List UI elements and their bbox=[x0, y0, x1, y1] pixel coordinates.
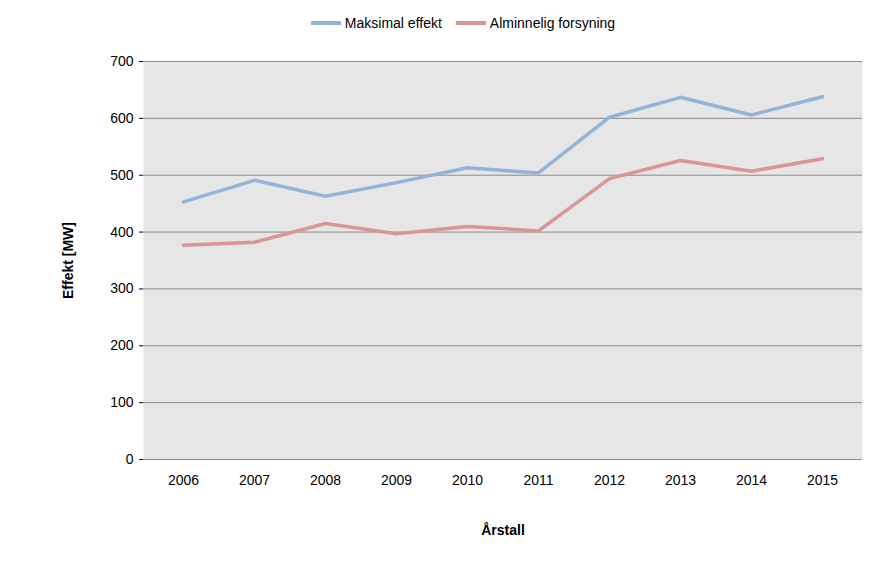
svg-text:2013: 2013 bbox=[665, 472, 696, 488]
svg-text:700: 700 bbox=[110, 53, 134, 69]
html-text:Alminnelig forsyning: Alminnelig forsyning bbox=[489, 14, 616, 31]
svg-text:2009: 2009 bbox=[381, 472, 412, 488]
svg-text:Effekt [MW]: Effekt [MW] bbox=[60, 222, 76, 299]
svg-text:400: 400 bbox=[110, 224, 134, 240]
svg-text:500: 500 bbox=[110, 167, 134, 183]
svg-text:2008: 2008 bbox=[310, 472, 341, 488]
html-text:Maksimal effekt: Maksimal effekt bbox=[344, 14, 442, 31]
svg-text:2014: 2014 bbox=[736, 472, 767, 488]
svg-text:2007: 2007 bbox=[239, 472, 270, 488]
svg-text:100: 100 bbox=[110, 394, 134, 410]
svg-text:600: 600 bbox=[110, 110, 134, 126]
svg-text:200: 200 bbox=[110, 337, 134, 353]
svg-text:0: 0 bbox=[126, 451, 134, 467]
svg-text:Årstall: Årstall bbox=[481, 522, 525, 538]
svg-text:300: 300 bbox=[110, 280, 134, 296]
svg-text:2015: 2015 bbox=[807, 472, 838, 488]
svg-text:2010: 2010 bbox=[452, 472, 483, 488]
svg-text:2006: 2006 bbox=[168, 472, 199, 488]
svg-text:2012: 2012 bbox=[594, 472, 625, 488]
svg-text:2011: 2011 bbox=[523, 472, 553, 488]
